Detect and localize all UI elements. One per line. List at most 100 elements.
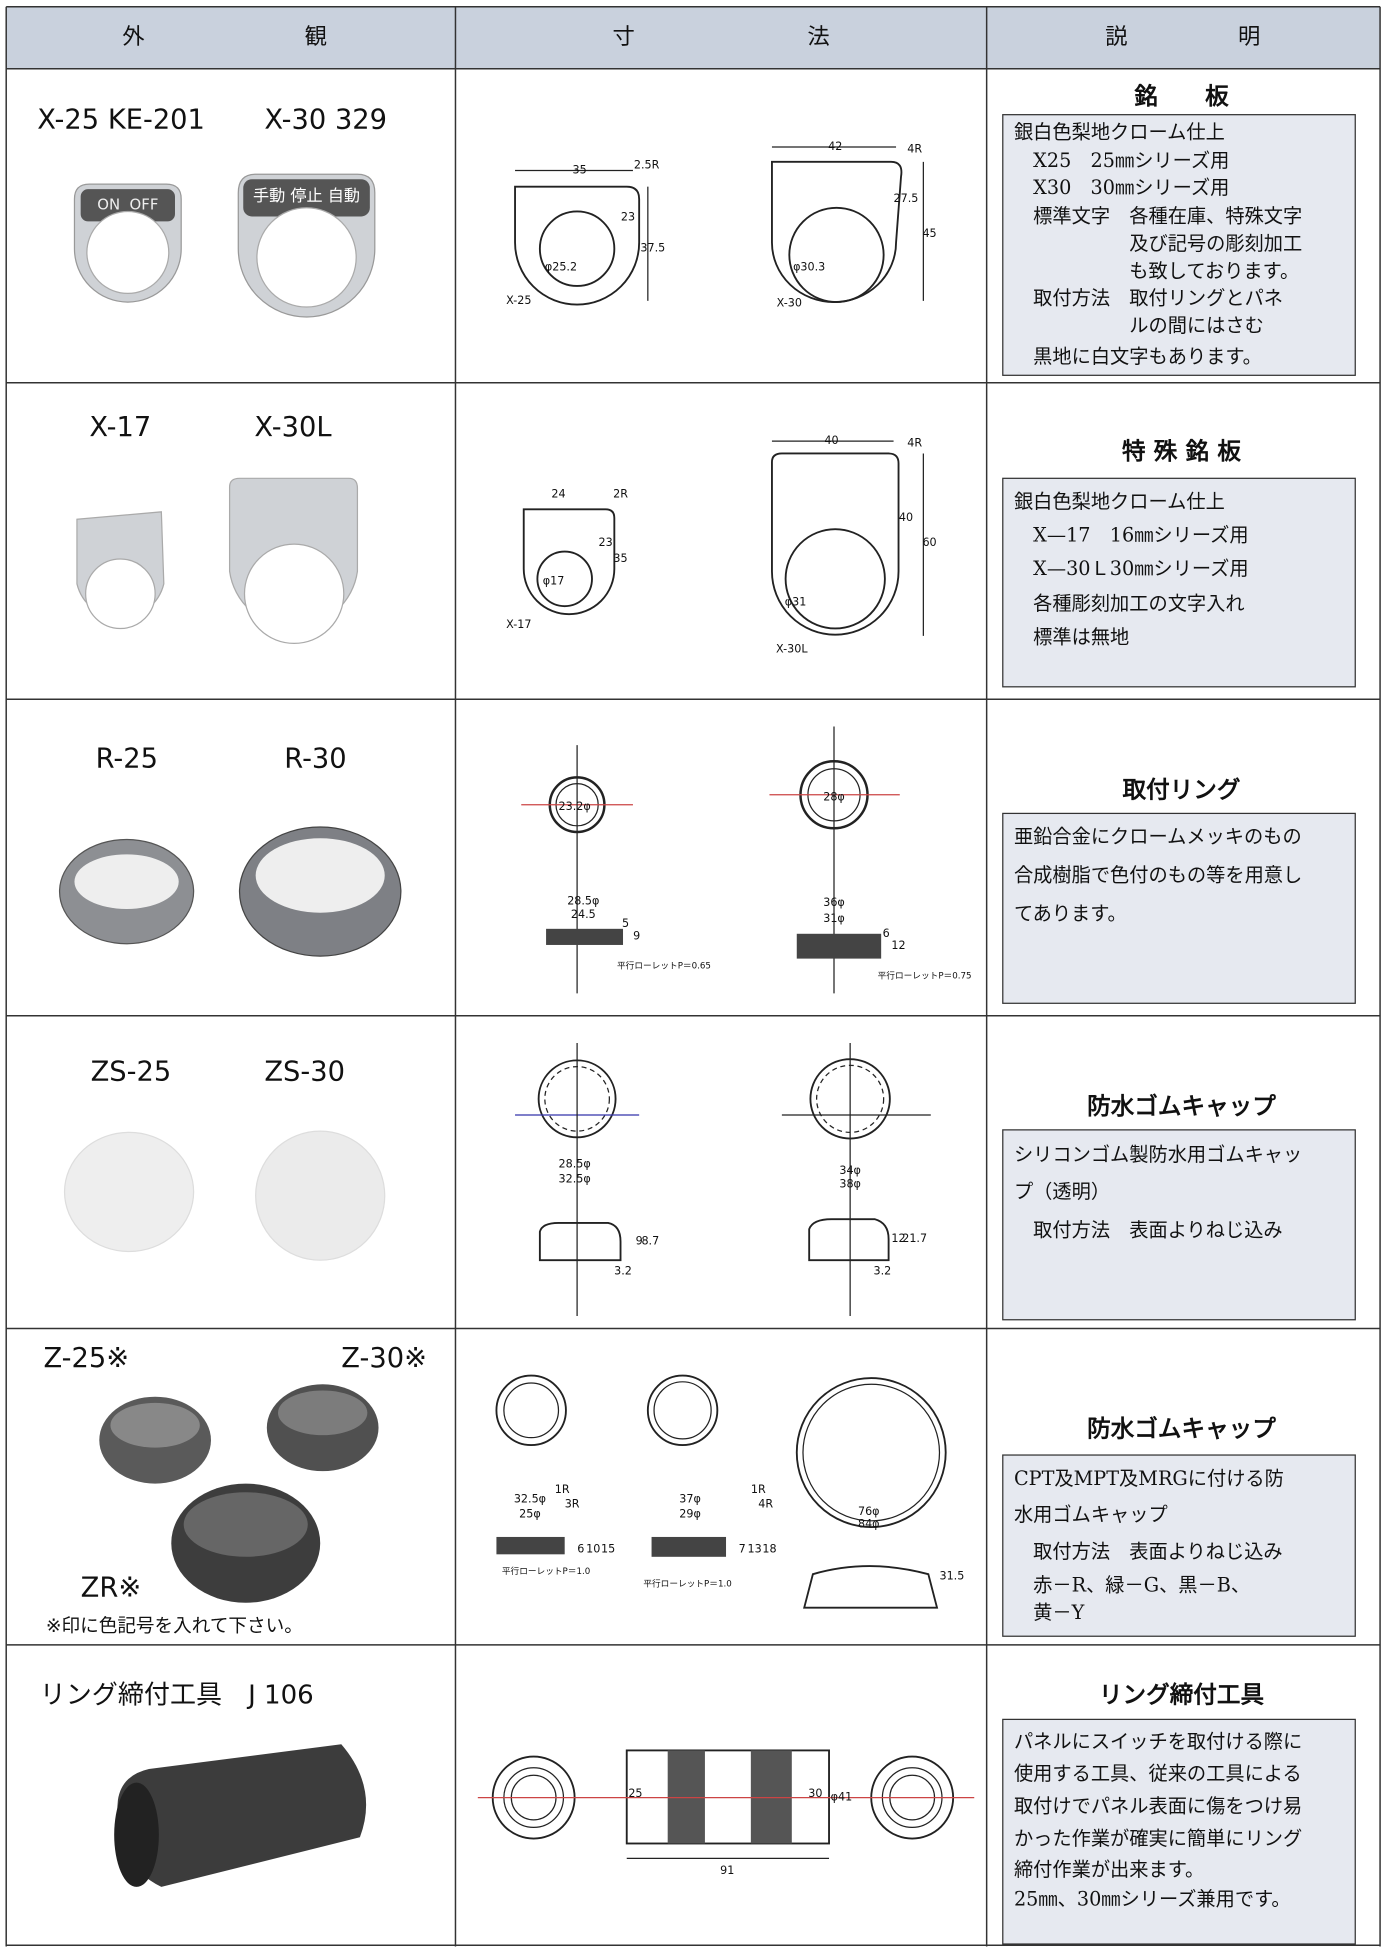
- plate-text: ON OFF: [97, 195, 158, 213]
- dimension-label: 42: [828, 140, 842, 153]
- dimension-label: 25: [628, 1787, 642, 1800]
- desc-box: [1002, 1129, 1356, 1321]
- description-line: CPT及MPT及MRGに付ける防: [1014, 1467, 1284, 1490]
- dimension-label: 6: [577, 1542, 584, 1555]
- product-label: リング締付工具 J 106: [40, 1680, 314, 1710]
- dimension-label: φ31: [785, 595, 807, 608]
- description-line: 標準は無地: [1014, 625, 1129, 648]
- dimension-label: 18: [762, 1542, 776, 1555]
- section-title: 取付リング: [1123, 776, 1241, 804]
- dimension-label: 3R: [565, 1498, 580, 1511]
- photo-tool: [117, 1744, 367, 1887]
- dimension-label: φ17: [543, 574, 565, 587]
- dimension-label: 34φ: [839, 1164, 861, 1177]
- dimension-label: 平行ローレットP＝0.65: [617, 960, 711, 972]
- dimension-label: 91: [720, 1864, 734, 1877]
- description-line: 取付方法 取付リングとパネ: [1014, 287, 1283, 310]
- photo-cap-top: [278, 1390, 368, 1436]
- product-label: R-25: [96, 744, 158, 775]
- description-line: 亜鉛合金にクロームメッキのもの: [1014, 825, 1302, 848]
- product-label: ZS-25: [91, 1056, 172, 1087]
- description-line: X—30Ｌ30㎜シリーズ用: [1014, 557, 1249, 580]
- description-line: X30 30㎜シリーズ用: [1014, 176, 1229, 199]
- plate-text: 手動 停止 自動: [253, 186, 360, 205]
- dimension-label: 4R: [907, 142, 922, 155]
- dimension-label: 45: [922, 227, 936, 240]
- dimension-label: 9: [636, 1235, 643, 1248]
- drawing-side: [538, 1222, 622, 1262]
- dimension-label: 平行ローレットP＝0.75: [878, 969, 972, 981]
- product-label: ※印に色記号を入れて下さい。: [46, 1616, 303, 1637]
- drawing-outline: [522, 508, 616, 616]
- description-line: 取付方法 表面よりねじ込み: [1014, 1219, 1283, 1242]
- dimension-label: 28.5φ: [567, 895, 599, 908]
- description-line: シリコンゴム製防水用ゴムキャッ: [1014, 1143, 1302, 1166]
- dimension-label: 9: [633, 929, 640, 942]
- dimension-label: 27.5: [894, 192, 919, 205]
- section-title: 防水ゴムキャップ: [1087, 1415, 1276, 1443]
- dimension-label: 23: [621, 211, 635, 224]
- dimension-label: 5: [622, 917, 629, 930]
- section-title: 銘 板: [1133, 82, 1229, 110]
- photo-band: [80, 189, 175, 222]
- dimension-label: 31φ: [823, 912, 845, 925]
- dimension-label: 8.7: [641, 1235, 659, 1248]
- dimension-label: 21.7: [902, 1232, 927, 1245]
- description-line: かった作業が確実に簡単にリング: [1014, 1827, 1302, 1850]
- description-line: パネルにスイッチを取付ける際に: [1014, 1730, 1302, 1753]
- dimension-label: 32.5φ: [514, 1493, 546, 1506]
- description-line: 各種彫刻加工の文字入れ: [1014, 592, 1245, 615]
- dimension-label: 7: [739, 1542, 746, 1555]
- description-line: 黒地に白文字もあります。: [1014, 345, 1262, 368]
- dimension-label: X-25: [506, 294, 531, 307]
- description-line: 標準文字 各種在庫、特殊文字: [1014, 205, 1302, 228]
- dimension-label: 6: [883, 927, 890, 940]
- dimension-label: 2.5R: [634, 159, 660, 172]
- dimension-label: X-30: [777, 296, 802, 309]
- dimension-label: 4R: [907, 437, 922, 450]
- dimension-label: X-17: [506, 618, 531, 631]
- dimension-label: φ30.3: [793, 260, 825, 273]
- section-title: 特 殊 銘 板: [1122, 437, 1241, 465]
- product-label: Z-30※: [341, 1343, 427, 1374]
- product-label: ZR※: [81, 1573, 142, 1604]
- desc-box: [1002, 477, 1356, 688]
- dimension-label: 4R: [758, 1498, 773, 1511]
- description-line: 合成樹脂で色付のもの等を用意し: [1014, 864, 1302, 887]
- dimension-label: X-30L: [776, 643, 808, 656]
- photo-cap: [63, 1131, 195, 1253]
- dimension-label: 32.5φ: [559, 1173, 591, 1186]
- description-line: プ（透明）: [1014, 1180, 1110, 1203]
- description-line: 25㎜、30㎜シリーズ兼用です。: [1014, 1888, 1291, 1911]
- description-line: X—17 16㎜シリーズ用: [1014, 524, 1249, 547]
- drawing-side: [796, 933, 882, 959]
- dimension-label: 36φ: [823, 896, 845, 909]
- dimension-label: 40: [899, 511, 913, 524]
- dimension-label: 24: [551, 487, 565, 500]
- description-line: 銀白色梨地クローム仕上: [1014, 490, 1225, 513]
- drawing-side: [546, 928, 624, 945]
- drawing-circle: [802, 1383, 941, 1522]
- drawing-circle: [538, 210, 616, 287]
- dimension-label: 1R: [555, 1483, 570, 1496]
- product-label: X-17: [89, 412, 151, 443]
- drawing-circle: [495, 1374, 567, 1447]
- description-line: 及び記号の彫刻加工: [1014, 232, 1302, 255]
- drawing-circle: [795, 1377, 947, 1528]
- drawing-side: [496, 1536, 565, 1555]
- drawing-outline: [771, 452, 900, 636]
- header-bg: [6, 6, 1381, 69]
- description-line: 取付けでパネル表面に傷をつけ易: [1014, 1795, 1302, 1818]
- dimension-label: 23.2φ: [559, 800, 591, 813]
- dimension-label: φ25.2: [545, 260, 577, 273]
- section-title: 防水ゴムキャップ: [1087, 1092, 1276, 1120]
- description-line: 取付方法 表面よりねじ込み: [1014, 1540, 1283, 1563]
- description-line: 赤－R、緑－G、黒－B、: [1014, 1574, 1250, 1597]
- dimension-label: 60: [922, 536, 936, 549]
- dimension-label: 3.2: [614, 1264, 632, 1277]
- description-line: ルの間にはさむ: [1014, 314, 1264, 337]
- drawing-side: [803, 1565, 939, 1609]
- section-title: リング締付工具: [1099, 1680, 1264, 1708]
- description-line: X25 25㎜シリーズ用: [1014, 149, 1229, 172]
